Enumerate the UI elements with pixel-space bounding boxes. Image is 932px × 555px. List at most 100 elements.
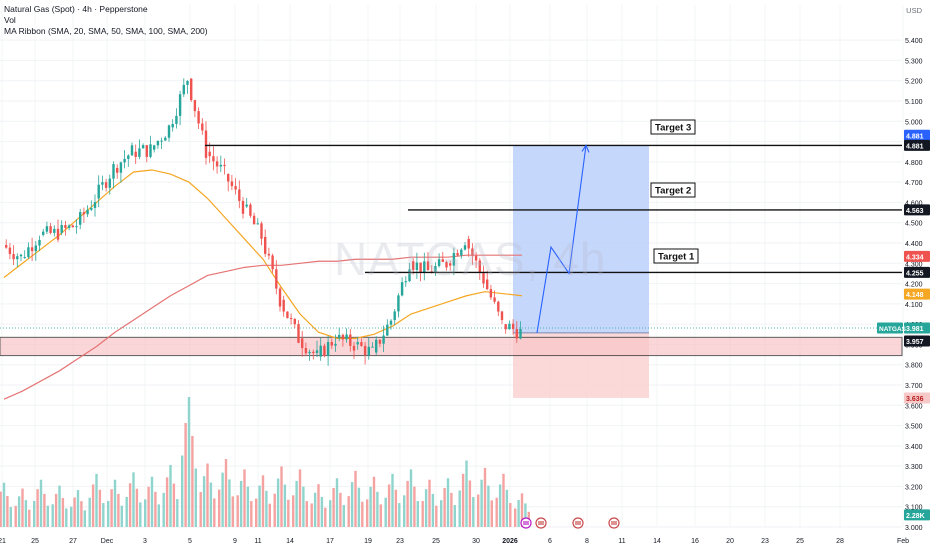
candle[interactable] bbox=[86, 209, 89, 215]
candle[interactable] bbox=[426, 261, 430, 271]
price-tag[interactable] bbox=[904, 392, 930, 404]
candle[interactable] bbox=[375, 339, 378, 353]
candle[interactable] bbox=[27, 247, 30, 258]
candle[interactable] bbox=[474, 255, 478, 261]
candle[interactable] bbox=[201, 123, 204, 131]
candle[interactable] bbox=[334, 343, 337, 346]
price-tag[interactable] bbox=[904, 266, 930, 278]
candle[interactable] bbox=[252, 215, 256, 225]
candle[interactable] bbox=[323, 345, 326, 357]
candle[interactable] bbox=[34, 245, 37, 252]
candle[interactable] bbox=[134, 151, 137, 157]
candle[interactable] bbox=[341, 334, 345, 340]
target-zone[interactable] bbox=[513, 145, 649, 333]
candle[interactable] bbox=[423, 261, 426, 273]
candle[interactable] bbox=[56, 228, 60, 240]
candle[interactable] bbox=[460, 249, 463, 256]
candle[interactable] bbox=[212, 156, 215, 162]
legend-vol[interactable]: Vol bbox=[4, 15, 16, 25]
candle[interactable] bbox=[145, 145, 148, 157]
symbol-tag[interactable] bbox=[877, 322, 903, 334]
candle[interactable] bbox=[408, 269, 411, 282]
candle[interactable] bbox=[215, 161, 219, 167]
candle[interactable] bbox=[141, 145, 145, 149]
candle[interactable] bbox=[108, 178, 111, 188]
ma-200-line[interactable] bbox=[3, 254, 522, 400]
candle[interactable] bbox=[286, 311, 289, 318]
candle[interactable] bbox=[49, 226, 52, 233]
candle[interactable] bbox=[404, 281, 407, 283]
candle[interactable] bbox=[467, 238, 470, 249]
candle[interactable] bbox=[289, 317, 293, 320]
candle[interactable] bbox=[238, 189, 241, 201]
candle[interactable] bbox=[282, 299, 285, 312]
candle[interactable] bbox=[264, 236, 267, 254]
candle[interactable] bbox=[71, 225, 74, 228]
price-tag[interactable] bbox=[904, 335, 930, 347]
candle[interactable] bbox=[249, 204, 252, 216]
candle[interactable] bbox=[349, 334, 352, 346]
candle[interactable] bbox=[293, 319, 296, 325]
candle[interactable] bbox=[356, 342, 359, 345]
candle[interactable] bbox=[90, 207, 93, 210]
candle[interactable] bbox=[504, 324, 507, 330]
price-tag[interactable] bbox=[904, 204, 930, 216]
candle[interactable] bbox=[297, 324, 300, 343]
candle[interactable] bbox=[175, 115, 178, 124]
candle[interactable] bbox=[53, 228, 56, 233]
candle[interactable] bbox=[93, 202, 97, 208]
candle[interactable] bbox=[360, 342, 363, 346]
candle[interactable] bbox=[119, 162, 123, 173]
candle[interactable] bbox=[352, 345, 356, 351]
candle[interactable] bbox=[363, 345, 367, 356]
candle[interactable] bbox=[445, 261, 448, 268]
candle[interactable] bbox=[389, 320, 393, 325]
candle[interactable] bbox=[219, 164, 222, 167]
candle[interactable] bbox=[45, 226, 49, 232]
candle[interactable] bbox=[130, 145, 134, 156]
price-tag[interactable] bbox=[904, 509, 930, 521]
ma-50-line[interactable] bbox=[3, 169, 523, 339]
candle[interactable] bbox=[23, 257, 26, 259]
candle[interactable] bbox=[456, 253, 459, 256]
candle[interactable] bbox=[171, 123, 174, 128]
candle[interactable] bbox=[415, 262, 419, 270]
candle[interactable] bbox=[400, 282, 404, 296]
candle[interactable] bbox=[330, 342, 333, 346]
candle[interactable] bbox=[497, 301, 500, 312]
candle[interactable] bbox=[378, 339, 382, 344]
candle[interactable] bbox=[326, 342, 330, 357]
candle[interactable] bbox=[256, 223, 259, 225]
candle[interactable] bbox=[367, 346, 370, 356]
candle[interactable] bbox=[412, 261, 415, 270]
candle[interactable] bbox=[104, 182, 108, 188]
candle[interactable] bbox=[164, 137, 167, 141]
candle[interactable] bbox=[382, 335, 385, 344]
candle[interactable] bbox=[312, 351, 315, 354]
candle[interactable] bbox=[386, 324, 389, 336]
candle[interactable] bbox=[271, 255, 274, 270]
candle[interactable] bbox=[437, 259, 441, 267]
candle[interactable] bbox=[178, 94, 182, 116]
candle[interactable] bbox=[19, 254, 23, 257]
candle[interactable] bbox=[227, 174, 230, 182]
candle[interactable] bbox=[489, 289, 493, 298]
candle[interactable] bbox=[160, 140, 163, 142]
legend-ma-ribbon[interactable]: MA Ribbon (SMA, 20, SMA, 50, SMA, 100, S… bbox=[4, 26, 208, 36]
candle[interactable] bbox=[434, 266, 437, 273]
candle[interactable] bbox=[515, 329, 518, 339]
candle[interactable] bbox=[493, 297, 496, 302]
candle[interactable] bbox=[182, 84, 185, 95]
candle[interactable] bbox=[319, 345, 322, 357]
candle[interactable] bbox=[500, 311, 504, 320]
candle[interactable] bbox=[260, 223, 263, 239]
candle[interactable] bbox=[123, 158, 126, 163]
price-tag[interactable] bbox=[904, 322, 930, 334]
candle[interactable] bbox=[230, 181, 234, 187]
candle[interactable] bbox=[245, 204, 248, 207]
candle[interactable] bbox=[16, 256, 19, 260]
candle[interactable] bbox=[60, 225, 63, 233]
projection-line[interactable] bbox=[536, 145, 587, 333]
candle[interactable] bbox=[345, 334, 348, 340]
candle[interactable] bbox=[156, 140, 160, 146]
